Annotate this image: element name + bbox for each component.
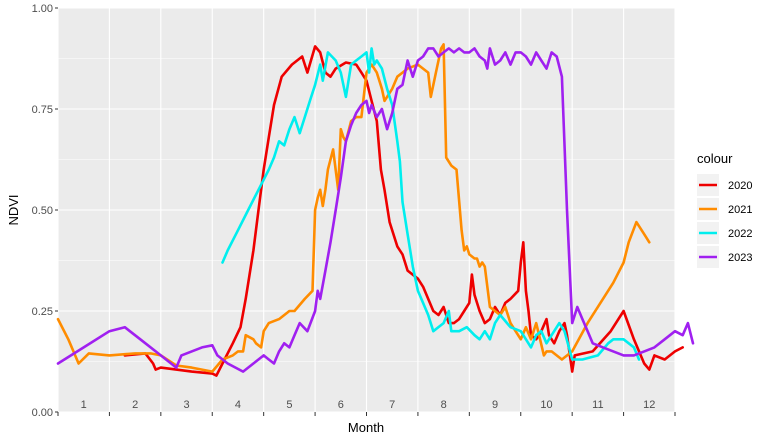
series-line-2022 [221,47,641,361]
legend-label-2020: 2020 [728,180,752,192]
x-tick-label: 2 [132,399,138,411]
x-tick-label: 9 [492,399,498,411]
y-tick-label: 0.25 [32,306,53,318]
series-line-2023 [56,47,695,373]
x-tick-label: 1 [81,399,87,411]
x-tick-label: 3 [183,399,189,411]
legend-label-2021: 2021 [728,204,752,216]
series-line-2020 [123,45,684,377]
x-tick-label: 5 [286,399,292,411]
x-tick-label: 6 [338,399,344,411]
legend: colour 2020 2021 2022 2023 [697,151,752,268]
legend-label-2022: 2022 [728,228,752,240]
y-tick-label: 0.50 [32,205,53,217]
x-tick-label: 7 [389,399,395,411]
legend-items: 2020 2021 2022 2023 [697,174,752,268]
x-tick-label: 11 [592,399,603,411]
series-lines [56,43,695,377]
legend-title: colour [697,151,733,166]
x-tick-label: 4 [235,399,241,411]
x-tick-label: 8 [441,399,447,411]
x-axis-title: Month [348,420,384,435]
legend-label-2023: 2023 [728,252,752,264]
y-axis-title: NDVI [6,194,21,225]
y-tick-label: 0.00 [32,407,53,419]
x-tick-label: 10 [540,399,552,411]
y-tick-label: 0.75 [32,104,53,116]
axes: 0.000.250.500.751.001 2 3 4 5 6 7 8 9 10 11 12 [32,3,676,419]
y-tick-label: 1.00 [32,3,53,15]
x-tick-label: 12 [643,399,655,411]
